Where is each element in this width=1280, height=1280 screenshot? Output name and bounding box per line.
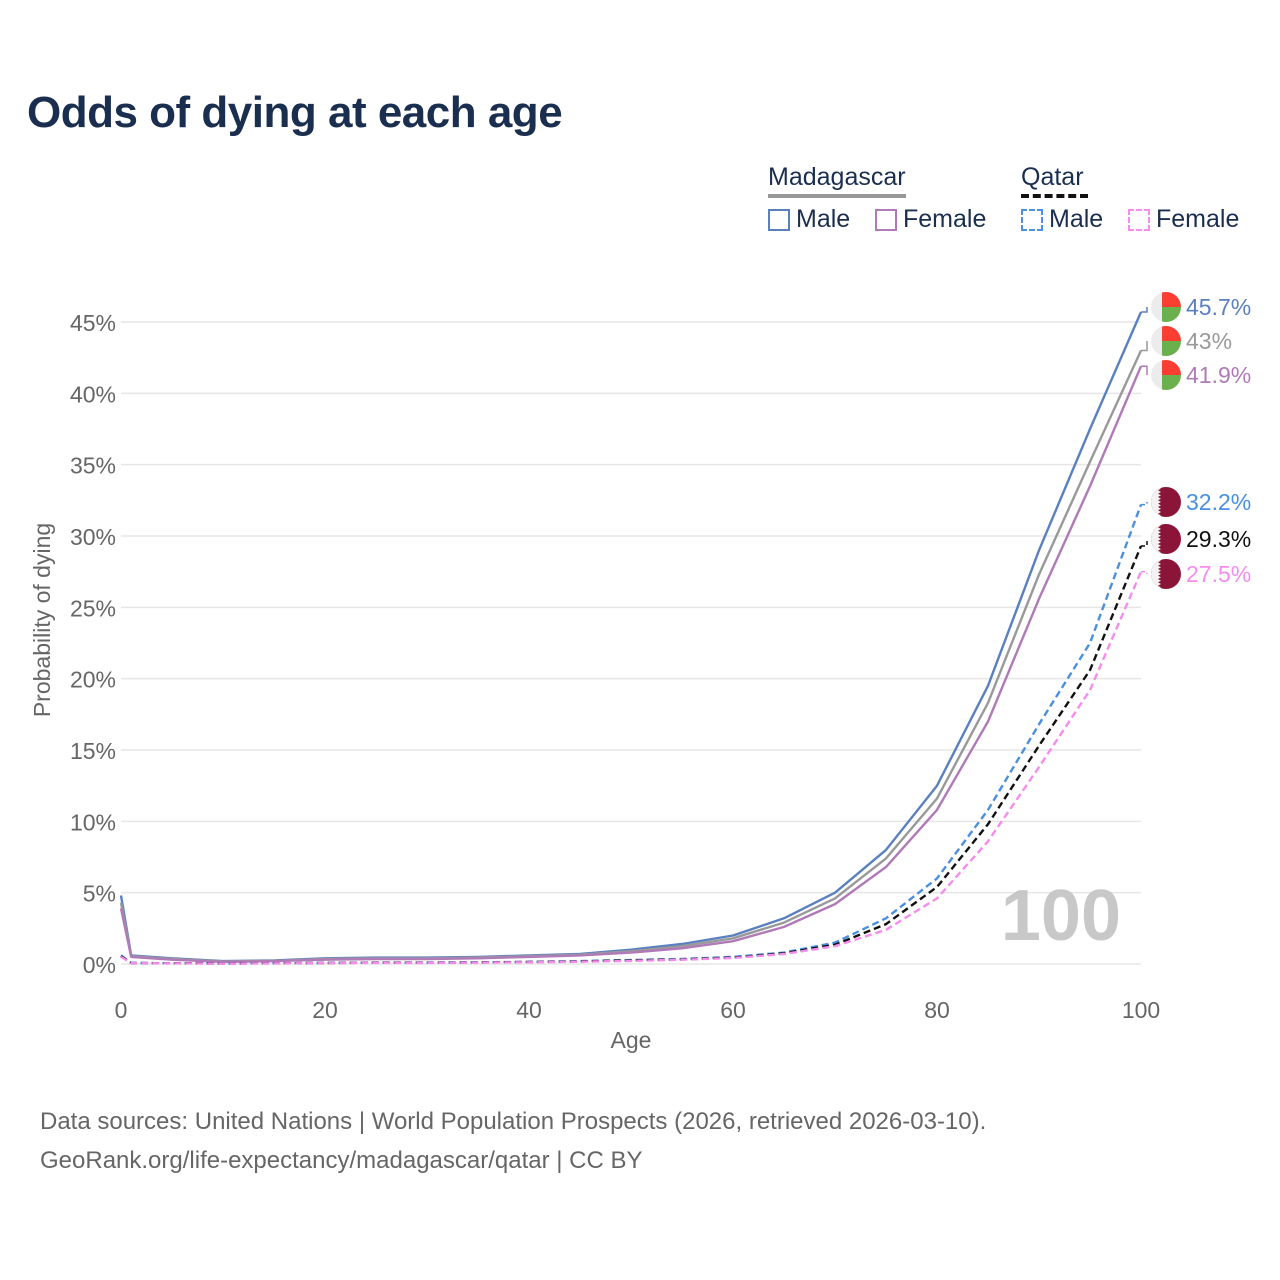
x-axis: 0 20 40 60 80 100 bbox=[115, 997, 1161, 1023]
legend-group-madagascar[interactable]: Madagascar bbox=[768, 163, 906, 198]
y-tick-label: 0% bbox=[83, 952, 116, 978]
x-tick-label: 100 bbox=[1122, 997, 1160, 1023]
flag-part bbox=[1151, 487, 1161, 517]
end-label-connector bbox=[1141, 570, 1148, 574]
legend-swatch bbox=[875, 208, 897, 231]
x-tick-label: 20 bbox=[312, 997, 338, 1023]
series-line-madagascar-total[interactable] bbox=[119, 350, 1143, 963]
end-labels: 45.7% 43% 41.9% 32.2% 29.3% 27.5% bbox=[1141, 292, 1251, 589]
end-label: 32.2% bbox=[1186, 489, 1251, 515]
legend-group-line bbox=[1021, 194, 1088, 198]
qatar-flag-icon bbox=[1151, 487, 1181, 517]
y-tick-label: 40% bbox=[70, 381, 116, 407]
legend-group-label: Madagascar bbox=[768, 163, 906, 191]
flag-part bbox=[1151, 559, 1161, 589]
y-tick-label: 25% bbox=[70, 595, 116, 621]
grid-lines bbox=[121, 321, 1141, 965]
series-line-qatar-female[interactable] bbox=[120, 571, 1143, 965]
x-tick-label: 40 bbox=[516, 997, 542, 1023]
madagascar-flag-icon bbox=[1151, 292, 1181, 322]
series-line-madagascar-female[interactable] bbox=[119, 365, 1143, 964]
x-axis-label: Age bbox=[611, 1027, 652, 1053]
x-tick-label: 60 bbox=[720, 997, 746, 1023]
end-label: 29.3% bbox=[1186, 526, 1251, 552]
flag-part bbox=[1162, 341, 1181, 356]
legend-item-qatar-male[interactable]: Male bbox=[1021, 205, 1103, 234]
y-axis-label: Probability of dying bbox=[29, 523, 55, 717]
x-tick-label: 80 bbox=[924, 997, 950, 1023]
qatar-flag-icon bbox=[1151, 559, 1181, 589]
flag-part bbox=[1162, 375, 1181, 390]
series-line-qatar-male[interactable] bbox=[120, 504, 1143, 965]
legend-group-label: Qatar bbox=[1021, 163, 1084, 191]
y-axis: 0% 5% 10% 15% 20% 25% 30% 35% 40% 45% bbox=[70, 310, 116, 978]
legend-item-qatar-female[interactable]: Female bbox=[1128, 205, 1239, 234]
end-label-connector bbox=[1141, 341, 1148, 352]
page-title: Odds of dying at each age bbox=[27, 88, 563, 137]
end-label: 27.5% bbox=[1186, 561, 1251, 587]
flag-part bbox=[1151, 524, 1161, 554]
legend-item-label: Male bbox=[1049, 205, 1104, 233]
flag-part bbox=[1162, 292, 1181, 307]
end-label-connector bbox=[1141, 307, 1148, 313]
madagascar-flag-icon bbox=[1151, 326, 1181, 356]
series-lines bbox=[119, 311, 1143, 965]
end-label-connector bbox=[1141, 539, 1148, 547]
watermark: 100 bbox=[1001, 876, 1121, 956]
flag-part bbox=[1162, 360, 1181, 375]
legend-item-label: Female bbox=[1156, 205, 1240, 233]
y-tick-label: 30% bbox=[70, 524, 116, 550]
y-tick-label: 15% bbox=[70, 738, 116, 764]
flag-part bbox=[1162, 326, 1181, 341]
legend-item-label: Female bbox=[903, 205, 987, 233]
end-label: 41.9% bbox=[1186, 362, 1251, 388]
series-line-madagascar-male[interactable] bbox=[119, 311, 1143, 963]
end-label-connector bbox=[1141, 365, 1148, 375]
y-tick-label: 5% bbox=[83, 881, 116, 907]
legend-swatch bbox=[1021, 208, 1043, 231]
y-tick-label: 35% bbox=[70, 453, 116, 479]
end-label: 43% bbox=[1186, 328, 1232, 354]
legend-item-label: Male bbox=[796, 205, 851, 233]
source-note: Data sources: United Nations | World Pop… bbox=[40, 1108, 987, 1135]
legend-item-madagascar-female[interactable]: Female bbox=[875, 205, 986, 234]
y-tick-label: 20% bbox=[70, 667, 116, 693]
legend-swatch bbox=[1128, 208, 1150, 231]
legend-item-madagascar-male[interactable]: Male bbox=[768, 205, 850, 234]
end-label-connector bbox=[1141, 502, 1148, 506]
madagascar-flag-icon bbox=[1151, 360, 1181, 390]
y-tick-label: 10% bbox=[70, 809, 116, 835]
legend-swatch bbox=[768, 208, 790, 231]
series-line-qatar-total[interactable] bbox=[120, 545, 1143, 965]
y-tick-label: 45% bbox=[70, 310, 116, 336]
legend-group-line bbox=[768, 194, 906, 198]
credit-note: GeoRank.org/life-expectancy/madagascar/q… bbox=[40, 1147, 643, 1174]
qatar-flag-icon bbox=[1151, 524, 1181, 554]
legend-group-qatar[interactable]: Qatar bbox=[1021, 163, 1088, 198]
end-label: 45.7% bbox=[1186, 294, 1251, 320]
flag-part bbox=[1162, 307, 1181, 322]
x-tick-label: 0 bbox=[115, 997, 128, 1023]
